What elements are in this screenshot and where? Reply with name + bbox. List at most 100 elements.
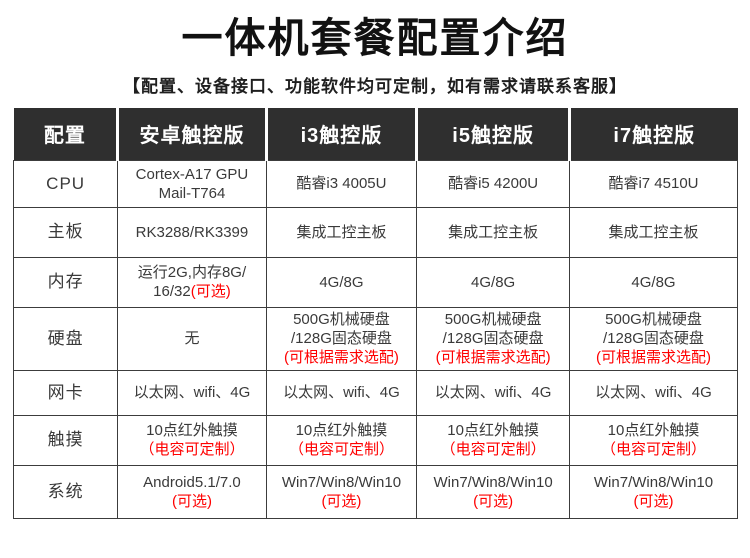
table-cell: 酷睿i7 4510U — [568, 159, 739, 208]
cell-line: /128G固态硬盘 — [421, 329, 565, 348]
row-label: 网卡 — [12, 369, 119, 416]
cell-line: (可根据需求选配) — [574, 348, 733, 367]
cell-text: 500G机械硬盘 — [293, 311, 390, 329]
cell-line: 无 — [122, 329, 261, 348]
cell-text: /128G固态硬盘 — [603, 330, 704, 348]
row-label: 触摸 — [12, 414, 119, 466]
highlight-note: (可选) — [633, 492, 674, 510]
cell-line: 集成工控主板 — [574, 223, 733, 242]
cell-line: 500G机械硬盘 — [421, 310, 565, 329]
cell-text: 酷睿i3 4005U — [296, 175, 387, 193]
column-header: 配置 — [13, 108, 118, 161]
cell-text: Cortex-A17 GPU — [135, 165, 249, 183]
cell-line: 酷睿i3 4005U — [271, 174, 413, 193]
table-row: 内存 运行2G,内存8G/16/32(可选) 4G/8G 4G/8G 4G/8G — [12, 256, 739, 308]
cell-text: 以太网、wifi、4G — [283, 384, 400, 402]
cell-line: 以太网、wifi、4G — [271, 383, 413, 402]
column-header: i3触控版 — [264, 108, 417, 161]
cell-line: (可选) — [122, 492, 261, 511]
table-cell: 运行2G,内存8G/16/32(可选) — [117, 256, 267, 308]
highlight-note: （电容可定制） — [600, 441, 706, 459]
cell-text: 10点红外触摸 — [447, 422, 539, 440]
table-cell: 10点红外触摸 （电容可定制） — [265, 414, 418, 466]
cell-line: Win7/Win8/Win10 — [574, 473, 733, 492]
cell-line: RK3288/RK3399 — [122, 223, 261, 242]
column-header: 安卓触控版 — [116, 108, 267, 161]
cell-text: 以太网、wifi、4G — [133, 384, 251, 402]
cell-text: 以太网、wifi、4G — [434, 384, 552, 402]
highlight-note: （电容可定制） — [440, 441, 546, 459]
cell-text: 4G/8G — [471, 273, 516, 291]
cell-line: 4G/8G — [421, 273, 565, 292]
config-table: 配置 安卓触控版 i3触控版 i5触控版 i7触控版 CPU Cortex-A17 GPU… — [12, 108, 739, 519]
cell-line: 酷睿i5 4200U — [421, 174, 565, 193]
page-title: 一体机套餐配置介绍 — [181, 15, 569, 61]
cell-text: 4G/8G — [319, 273, 364, 291]
cell-text: 无 — [184, 330, 200, 348]
table-cell: 以太网、wifi、4G — [568, 369, 739, 416]
table-row: 硬盘无 500G机械硬盘/128G固态硬盘 (可根据需求选配) 500G机械硬盘/12… — [12, 306, 739, 371]
cell-line: /128G固态硬盘 — [574, 329, 733, 348]
cell-line: (可根据需求选配) — [421, 348, 565, 367]
cell-line: 集成工控主板 — [271, 223, 413, 242]
cell-text: Win7/Win8/Win10 — [593, 473, 714, 491]
table-cell: Cortex-A17 GPU Mail-T764 — [117, 159, 267, 208]
cell-line: 10点红外触摸 — [421, 421, 565, 440]
table-cell: 以太网、wifi、4G — [416, 369, 570, 416]
highlight-note: (可根据需求选配) — [595, 349, 711, 367]
table-cell: 10点红外触摸 （电容可定制） — [416, 414, 570, 466]
cell-line: Win7/Win8/Win10 — [421, 473, 565, 492]
table-cell: 集成工控主板 — [265, 206, 418, 258]
table-cell: 无 — [117, 306, 267, 371]
table-row: 系统 Android5.1/7.0 (可选) Win7/Win8/Win10 (可选) W… — [12, 464, 739, 519]
cell-line: Mail-T764 — [122, 184, 261, 203]
highlight-note: （电容可定制） — [139, 441, 245, 459]
row-label: 系统 — [12, 464, 119, 519]
row-label: CPU — [12, 159, 119, 208]
cell-text: Mail-T764 — [158, 184, 226, 202]
row-label: 内存 — [12, 256, 119, 308]
highlight-note: （电容可定制） — [288, 441, 394, 459]
table-cell: 酷睿i3 4005U — [265, 159, 418, 208]
cell-line: 以太网、wifi、4G — [122, 383, 261, 402]
cell-text: 10点红外触摸 — [607, 422, 700, 440]
highlight-note: (可根据需求选配) — [435, 349, 551, 367]
table-cell: 500G机械硬盘/128G固态硬盘 (可根据需求选配) — [416, 306, 570, 371]
cell-line: 10点红外触摸 — [122, 421, 261, 440]
cell-line: （电容可定制） — [574, 440, 733, 459]
table-cell: 以太网、wifi、4G — [117, 369, 267, 416]
cell-line: 以太网、wifi、4G — [574, 383, 733, 402]
table-cell: Android5.1/7.0 (可选) — [117, 464, 267, 519]
cell-text: 4G/8G — [631, 273, 676, 291]
cell-line: 运行2G,内存8G/ — [122, 263, 261, 282]
cell-text: /128G固态硬盘 — [442, 330, 544, 348]
cell-text: 酷睿i7 4510U — [608, 175, 699, 193]
cell-line: 500G机械硬盘 — [271, 310, 413, 329]
cell-text: 酷睿i5 4200U — [448, 175, 539, 193]
table-row: 主板 RK3288/RK3399 集成工控主板 集成工控主板 集成工控主板 — [12, 206, 739, 258]
cell-line: 以太网、wifi、4G — [421, 383, 565, 402]
cell-line: 10点红外触摸 — [271, 421, 413, 440]
cell-text: Android5.1/7.0 — [143, 473, 241, 491]
row-label: 主板 — [12, 206, 119, 258]
row-label: 硬盘 — [12, 306, 119, 371]
table-row: 触摸 10点红外触摸 （电容可定制） 10点红外触摸 （电容可定制） 10点红外触摸 （电容… — [12, 414, 739, 466]
table-cell: 4G/8G — [265, 256, 418, 308]
table-cell: 10点红外触摸 （电容可定制） — [117, 414, 267, 466]
column-header: i5触控版 — [415, 108, 570, 161]
cell-line: /128G固态硬盘 — [271, 329, 413, 348]
page-subtitle: 【配置、设备接口、功能软件均可定制，如有需求请联系客服】 — [123, 77, 627, 97]
cell-line: 4G/8G — [271, 273, 413, 292]
highlight-note: (可选) — [190, 283, 231, 301]
cell-text: 运行2G,内存8G/ — [137, 264, 247, 282]
table-row: 网卡 以太网、wifi、4G 以太网、wifi、4G 以太网、wifi、4G 以太网、w… — [12, 369, 739, 416]
cell-line: 集成工控主板 — [421, 223, 565, 242]
cell-line: Cortex-A17 GPU — [122, 165, 261, 184]
cell-text: 集成工控主板 — [608, 223, 699, 241]
cell-text: 集成工控主板 — [296, 223, 387, 241]
cell-text: RK3288/RK3399 — [135, 223, 249, 241]
cell-text: Win7/Win8/Win10 — [281, 473, 402, 491]
cell-text: /128G固态硬盘 — [291, 330, 392, 348]
cell-text: Win7/Win8/Win10 — [433, 473, 553, 491]
table-cell: 以太网、wifi、4G — [265, 369, 418, 416]
